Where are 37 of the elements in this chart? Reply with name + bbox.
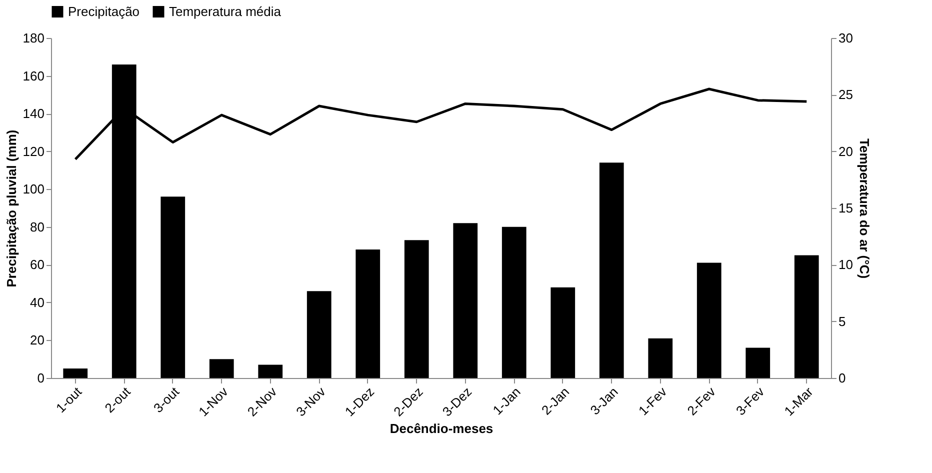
bar [209,359,234,378]
y-tick-label: 100 [22,182,44,197]
bar [306,291,332,378]
x-axis-title: Decêndio-meses [390,421,494,436]
legend-label: Temperatura média [169,4,282,19]
bar [696,262,722,378]
legend-label: Precipitação [68,4,140,19]
bar [648,338,673,378]
y2-tick-label: 30 [838,30,853,46]
bar [160,196,186,378]
bar [404,240,429,378]
bar [356,250,380,378]
y-tick-label: 120 [22,144,44,159]
y-axis-title: Precipitação pluvial (mm) [4,130,19,288]
bar [550,287,576,378]
bar [63,368,88,378]
y-tick-label: 0 [37,370,44,386]
y2-tick-label: 20 [838,144,853,159]
y-tick-label: 180 [22,30,44,46]
bar [258,364,283,378]
y2-tick-label: 15 [838,200,853,216]
bar [794,255,819,378]
y-tick-label: 40 [30,294,44,310]
y-tick-label: 80 [30,219,44,234]
y-tick-label: 20 [30,332,44,348]
bar [502,226,526,378]
y2-tick-label: 25 [838,87,853,102]
y-tick-label: 140 [22,106,44,122]
y-tick-label: 160 [22,68,44,84]
y2-tick-label: 0 [838,370,846,386]
bar [453,223,478,378]
bar [599,162,624,378]
y2-tick-label: 5 [838,314,846,329]
y-tick-label: 60 [30,257,44,272]
bar [746,348,770,378]
y2-tick-label: 10 [838,257,853,272]
y2-axis-title: Temperatura do ar (°C) [856,138,872,279]
